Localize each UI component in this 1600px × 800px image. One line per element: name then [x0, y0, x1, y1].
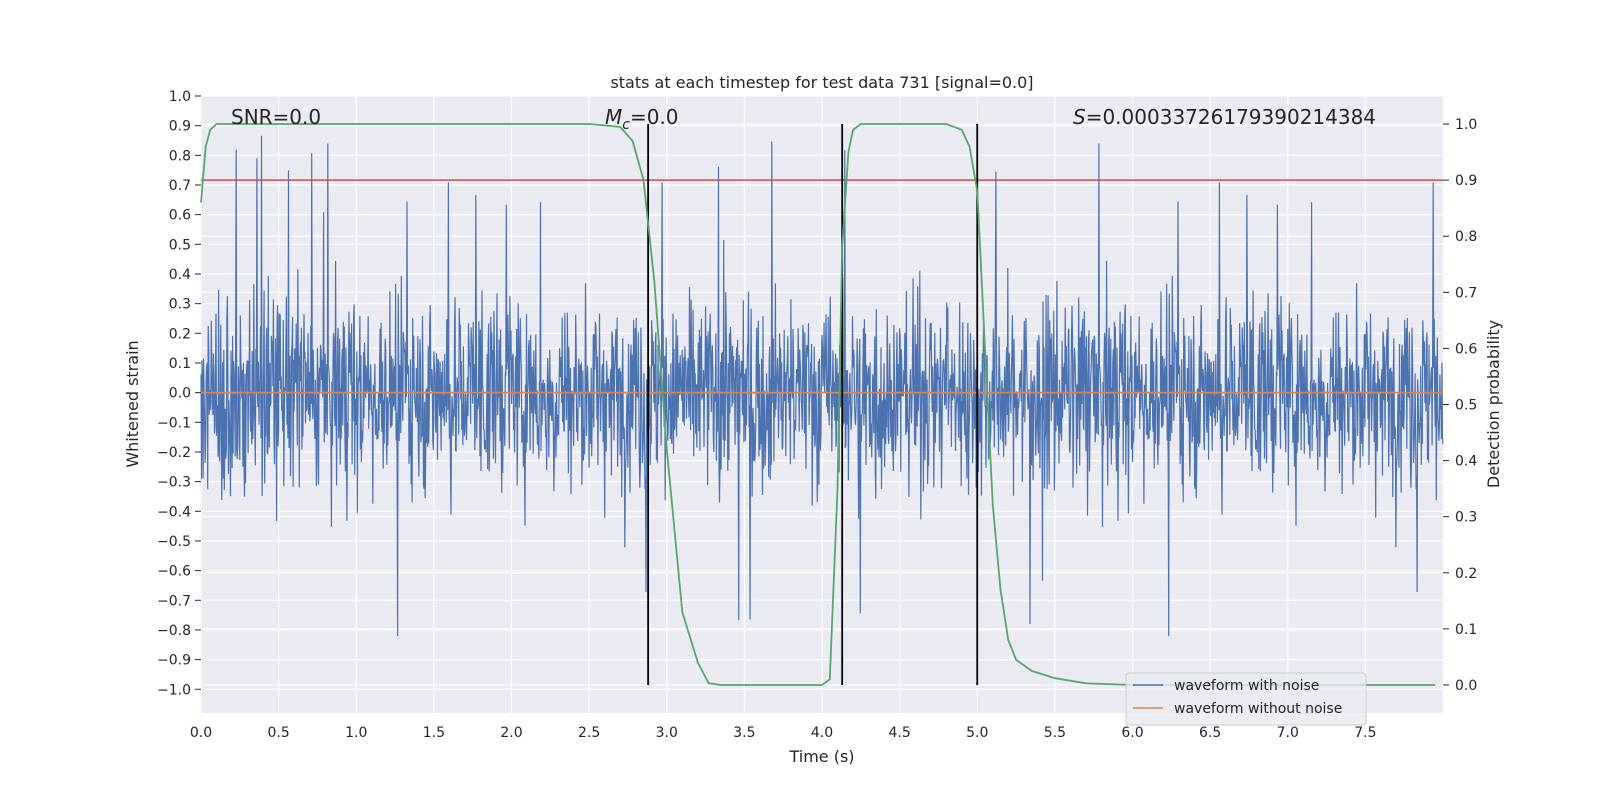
chart-title: stats at each timestep for test data 731… — [610, 73, 1033, 92]
y-tick-label: 0.6 — [169, 208, 191, 224]
x-tick-label: 2.5 — [578, 725, 600, 741]
y-axis-ticks: 1.0 0.9 0.8 0.7 0.6 0.5 0.4 0.3 0.2 0.1 0.0 −0.1 −0.… — [157, 89, 201, 698]
y-tick-label: −0.1 — [157, 415, 191, 431]
x-axis-label: Time (s) — [788, 747, 854, 766]
y2-tick-label: 0.2 — [1455, 566, 1477, 582]
y2-axis-ticks: 1.0 0.9 0.8 0.7 0.6 0.5 0.4 0.3 0.2 0.1 0.0 — [1443, 117, 1477, 694]
x-tick-label: 1.0 — [345, 725, 367, 741]
x-axis-ticks: 0.0 0.5 1.0 1.5 2.0 2.5 3.0 3.5 4.0 4.5 5.0 5.5 6.0 6… — [190, 725, 1377, 741]
x-tick-label: 2.0 — [500, 725, 522, 741]
s-value: =0.00033726179390214384 — [1086, 105, 1376, 129]
y-tick-label: 1.0 — [169, 89, 191, 105]
y2-tick-label: 0.8 — [1455, 229, 1477, 245]
y-axis-label: Whitened strain — [123, 340, 142, 467]
x-tick-label: 3.5 — [733, 725, 755, 741]
y2-tick-label: 0.7 — [1455, 285, 1477, 301]
y-tick-label: −0.7 — [157, 593, 191, 609]
x-tick-label: 4.0 — [811, 725, 833, 741]
y-tick-label: −0.2 — [157, 445, 191, 461]
y-tick-label: −0.3 — [157, 475, 191, 491]
y2-tick-label: 0.6 — [1455, 341, 1477, 357]
y2-tick-label: 0.9 — [1455, 173, 1477, 189]
overlay-lines — [200, 123, 1443, 686]
y-tick-label: −0.5 — [157, 534, 191, 550]
mc-symbol: M — [605, 105, 622, 129]
y2-tick-label: 1.0 — [1455, 117, 1477, 133]
x-tick-label: 1.5 — [423, 725, 445, 741]
x-tick-label: 4.5 — [888, 725, 910, 741]
y2-tick-label: 0.4 — [1455, 454, 1477, 470]
legend-label-noise: waveform with noise — [1174, 678, 1319, 694]
y-tick-label: −0.8 — [157, 623, 191, 639]
x-tick-label: 7.0 — [1277, 725, 1299, 741]
y-tick-label: 0.8 — [169, 148, 191, 164]
mc-value: =0.0 — [630, 105, 679, 129]
x-tick-label: 5.0 — [966, 725, 988, 741]
y-tick-label: 0.9 — [169, 119, 191, 135]
waveform-with-noise-path — [200, 135, 1444, 637]
x-tick-label: 5.5 — [1044, 725, 1066, 741]
x-tick-label: 0.0 — [190, 725, 212, 741]
legend-box — [1125, 672, 1367, 726]
y-tick-label: 0.7 — [169, 178, 191, 194]
waveform-with-noise-line — [200, 135, 1444, 637]
y-tick-label: 0.3 — [169, 297, 191, 313]
s-symbol: S — [1073, 105, 1086, 129]
y2-axis-label: Detection probability — [1484, 320, 1503, 488]
y-tick-label: −0.6 — [157, 564, 191, 580]
x-tick-label: 0.5 — [267, 725, 289, 741]
x-tick-label: 6.5 — [1199, 725, 1221, 741]
s-annotation: S=0.00033726179390214384 — [1073, 105, 1376, 129]
y-tick-label: 0.0 — [169, 386, 191, 402]
y-tick-label: 0.1 — [169, 356, 191, 372]
x-tick-label: 6.0 — [1121, 725, 1143, 741]
legend: waveform with noise waveform without noi… — [1125, 672, 1367, 726]
y2-tick-label: 0.0 — [1455, 678, 1477, 694]
y-tick-label: −0.9 — [157, 653, 191, 669]
legend-label-clean: waveform without noise — [1174, 701, 1342, 717]
x-tick-label: 3.0 — [656, 725, 678, 741]
y-tick-label: −0.4 — [157, 504, 191, 520]
y2-tick-label: 0.3 — [1455, 510, 1477, 526]
x-tick-label: 7.5 — [1354, 725, 1376, 741]
mc-subscript: c — [622, 117, 630, 133]
mc-annotation: Mc=0.0 — [605, 105, 679, 133]
y-tick-label: 0.2 — [169, 326, 191, 342]
detection-probability-line — [200, 123, 1436, 686]
y-tick-label: 0.5 — [169, 237, 191, 253]
y-tick-label: 0.4 — [169, 267, 191, 283]
y2-tick-label: 0.5 — [1455, 398, 1477, 414]
y-tick-label: −1.0 — [157, 682, 191, 698]
y2-tick-label: 0.1 — [1455, 622, 1477, 638]
snr-annotation: SNR=0.0 — [231, 105, 321, 129]
